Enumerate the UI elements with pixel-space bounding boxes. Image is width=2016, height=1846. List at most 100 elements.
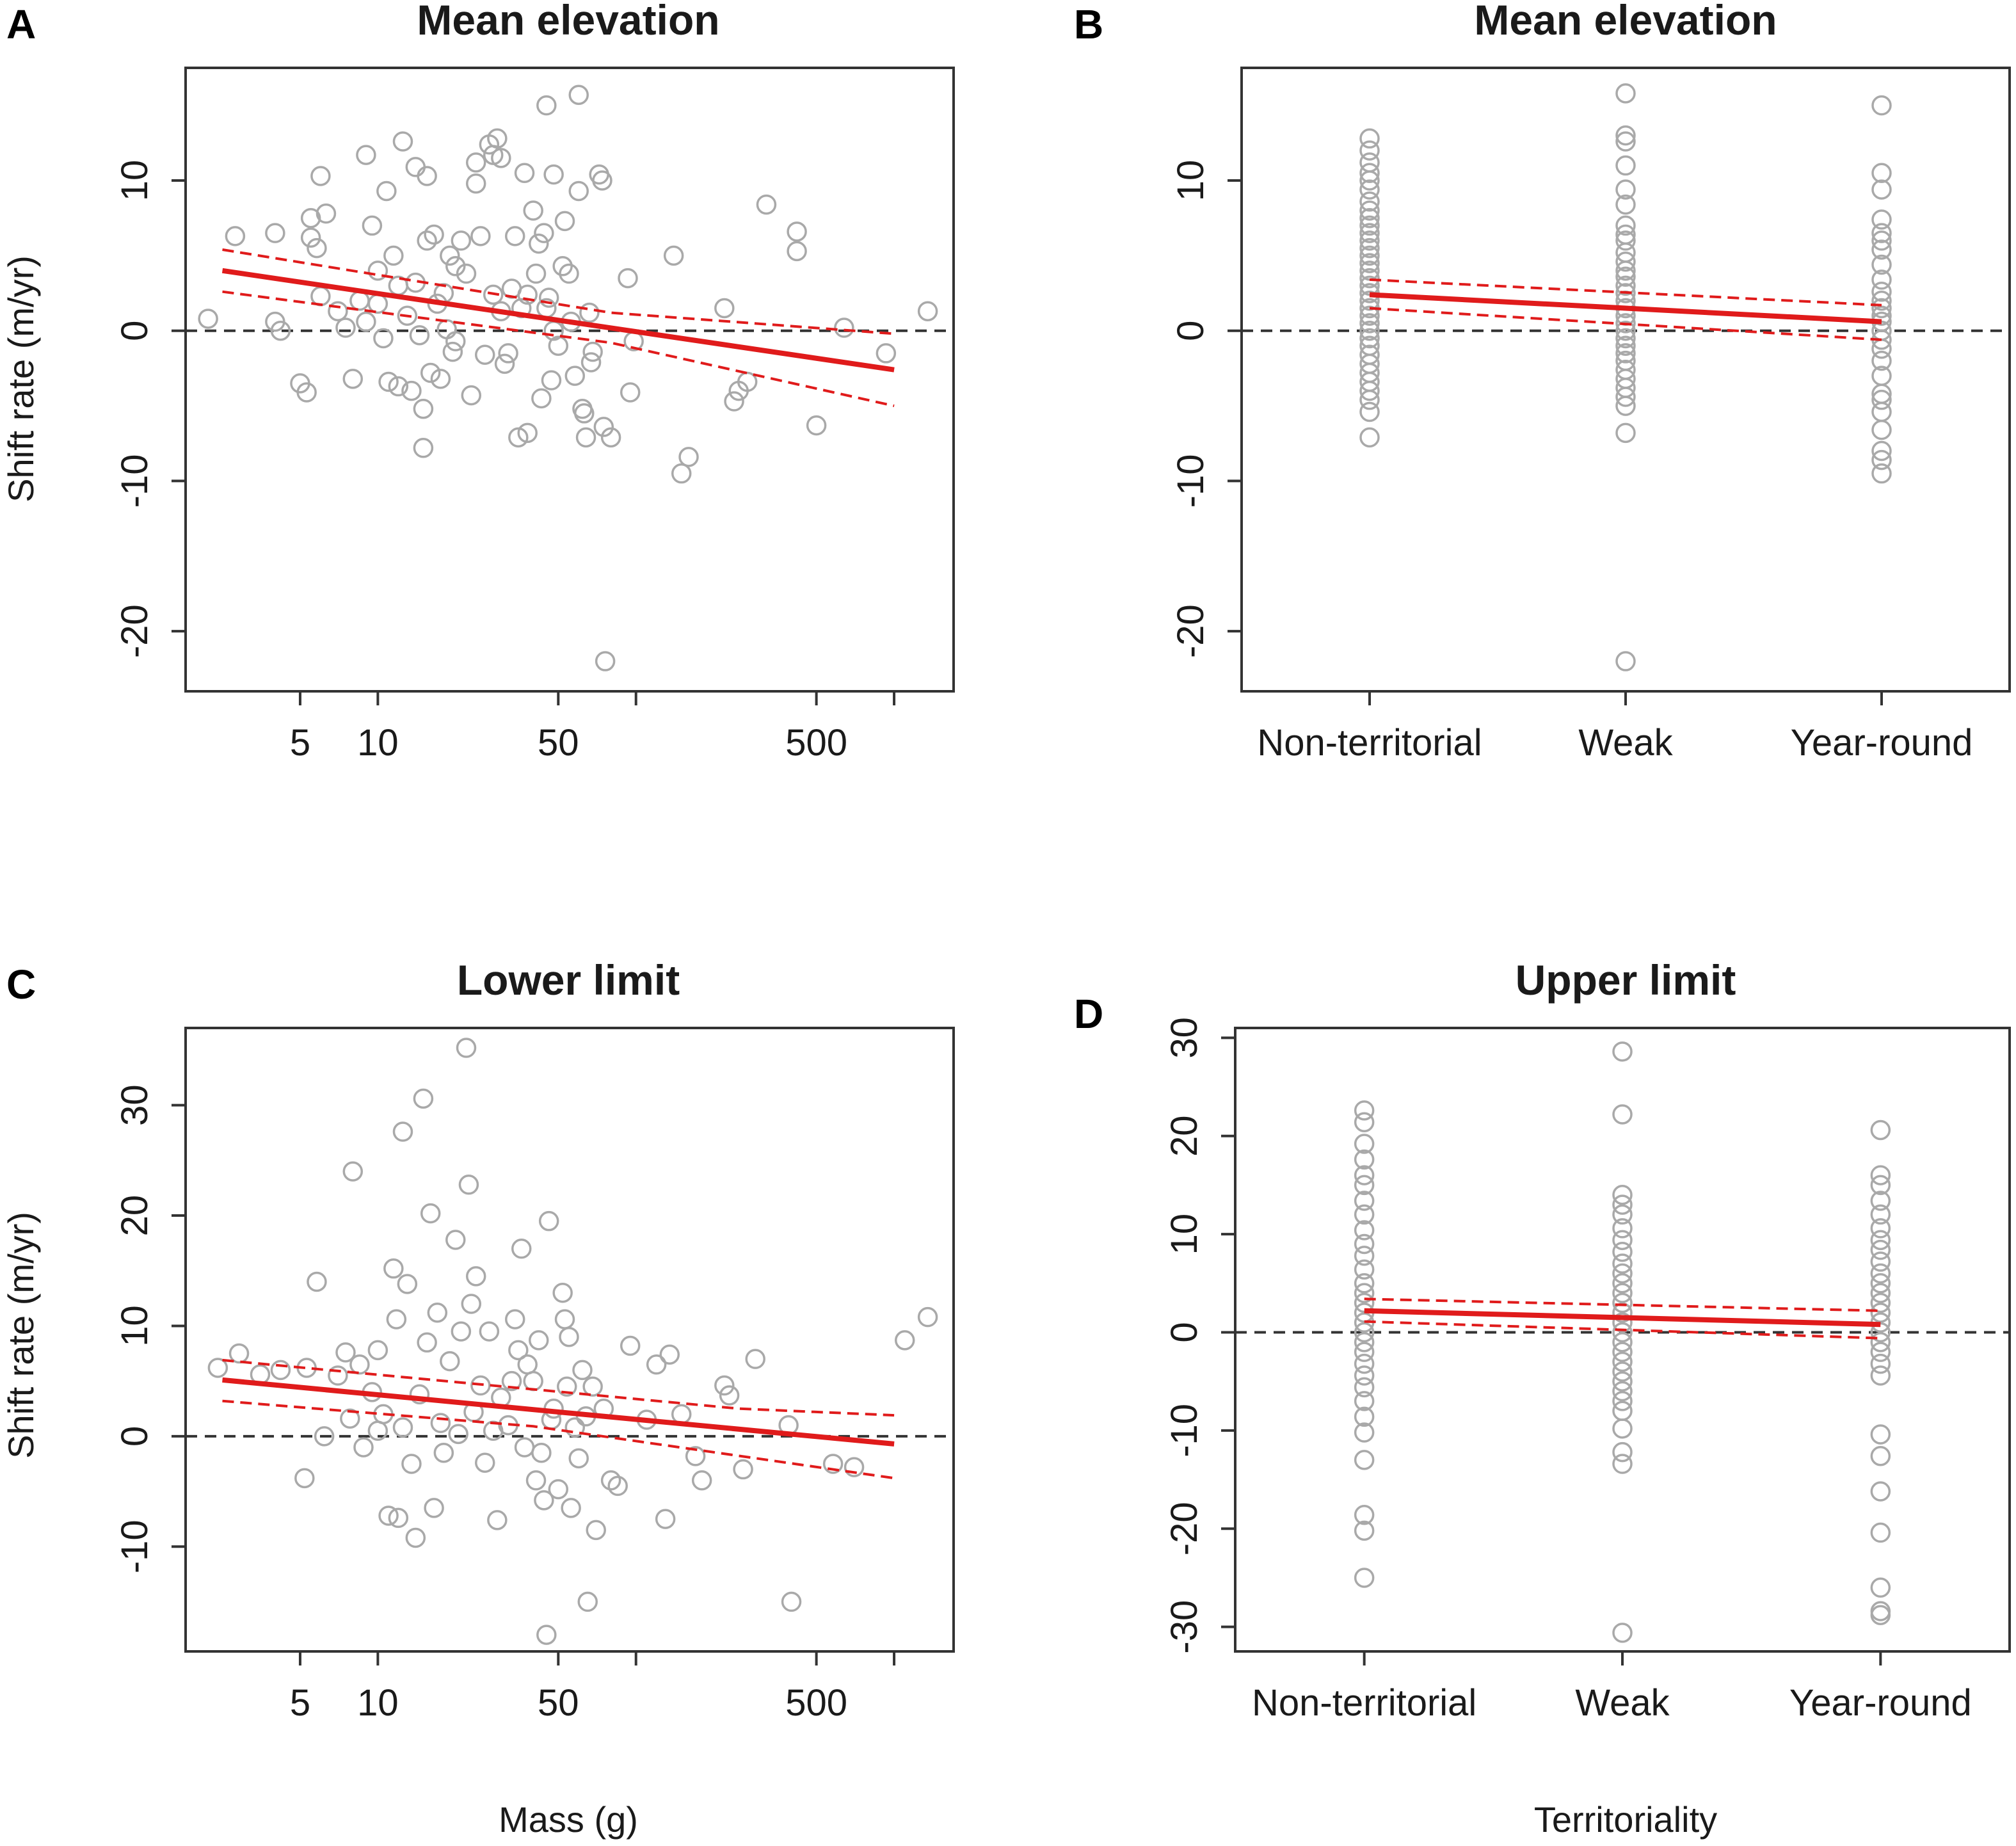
panel-b-point-weak <box>1615 83 1636 104</box>
panel-b-point-year-round <box>1871 449 1892 470</box>
panel-b-point-weak <box>1615 155 1636 176</box>
panel-b-point-non-territorial <box>1359 275 1380 296</box>
panel-b-point-year-round <box>1871 179 1892 200</box>
panel-c-point <box>207 1358 228 1378</box>
panel-a-point <box>559 263 579 284</box>
panel-c-point <box>552 1282 573 1303</box>
panel-a-point <box>378 371 399 392</box>
panel-d-point-non-territorial <box>1354 1391 1375 1411</box>
panel-b-point-non-territorial <box>1359 268 1380 289</box>
panel-a-point <box>445 256 466 277</box>
panel-c-point <box>386 1309 407 1329</box>
panel-a-plot-box <box>184 67 955 693</box>
panel-a-point <box>307 237 327 259</box>
panel-d-point-weak <box>1612 1263 1633 1284</box>
panel-c-point <box>534 1490 554 1511</box>
panel-c-point <box>733 1459 753 1480</box>
panel-d-title: Upper limit <box>1516 956 1736 1004</box>
panel-a-point <box>531 388 552 409</box>
panel-d-point-non-territorial <box>1354 1342 1375 1362</box>
panel-b-point-year-round <box>1871 419 1892 440</box>
panel-c-marks: -10 0 10 20 30 5 10 50 500 <box>114 1038 954 1724</box>
panel-c-point <box>685 1446 706 1466</box>
panel-b-point-year-round <box>1871 95 1892 116</box>
panel-a-point <box>270 320 291 341</box>
panel-d-point-non-territorial <box>1354 1450 1375 1470</box>
panel-b-point-weak <box>1615 651 1636 671</box>
panel-c-point <box>536 1625 557 1645</box>
panel-c-title: Lower limit <box>457 956 680 1004</box>
panel-d-xlabel: Territoriality <box>1534 1799 1717 1840</box>
panel-c-point <box>440 1351 460 1372</box>
panel-a-point <box>296 382 317 403</box>
panel-b-point-non-territorial <box>1359 328 1380 349</box>
panel-b-point-weak <box>1615 328 1636 349</box>
panel-b-point-non-territorial <box>1359 230 1380 251</box>
panel-a-point <box>300 207 321 229</box>
panel-a-point <box>714 298 735 319</box>
panel-a-point <box>543 164 564 185</box>
panel-b-ytick-label: -10 <box>1170 454 1212 508</box>
panel-d-point-weak <box>1612 1342 1633 1362</box>
panel-c-point <box>228 1343 250 1364</box>
panel-a-ytick-label: -20 <box>114 604 156 658</box>
panel-c-point <box>388 1507 409 1529</box>
panel-d-point-year-round <box>1870 1424 1891 1445</box>
panel-a-xtick-label: 50 <box>538 722 579 764</box>
panel-d-point-weak <box>1612 1351 1633 1372</box>
panel-c-point <box>719 1385 740 1406</box>
panel-a-point <box>342 369 364 389</box>
panel-d-point-weak <box>1612 1332 1633 1352</box>
panel-a-point <box>310 285 331 307</box>
panel-b-point-non-territorial <box>1359 223 1380 243</box>
panel-a-point <box>724 391 744 412</box>
panel-a-point <box>582 341 603 362</box>
panel-a-point <box>445 331 466 351</box>
panel-a-marks: -20 -10 0 10 5 10 50 500 <box>114 84 954 764</box>
panel-a-point <box>671 463 692 484</box>
panel-a-point <box>356 311 376 332</box>
panel-d-point-year-round <box>1870 1204 1891 1225</box>
panel-c-point <box>538 1210 559 1232</box>
panel-a-point <box>487 128 508 149</box>
panel-a-point <box>600 427 621 448</box>
panel-c-point <box>417 1332 437 1353</box>
panel-d-ci-lower <box>1364 1320 1881 1340</box>
panel-c-point <box>487 1510 508 1530</box>
panel-d-ytick-label: 20 <box>1164 1115 1205 1157</box>
panel-d-point-year-round <box>1870 1263 1891 1284</box>
panel-b-letter: B <box>1074 1 1103 47</box>
panel-c-point <box>430 1413 451 1433</box>
panel-a-point <box>349 291 370 311</box>
panel-a-point <box>328 301 348 321</box>
panel-c-point <box>781 1591 802 1612</box>
panel-d-point-non-territorial <box>1354 1332 1375 1352</box>
panel-a-point <box>413 399 434 419</box>
panel-a-point <box>376 181 397 202</box>
panel-a-point <box>580 352 602 373</box>
panel-b-fit-line <box>1369 292 1882 325</box>
panel-d-point-year-round <box>1870 1605 1891 1625</box>
panel-a-point <box>475 344 495 365</box>
panel-b-point-weak <box>1615 261 1636 281</box>
panel-a-point <box>529 233 549 254</box>
panel-b-point-weak <box>1615 283 1636 303</box>
panel-d-point-year-round <box>1870 1165 1891 1185</box>
panel-d-point-non-territorial <box>1354 1191 1375 1211</box>
panel-b-point-year-round <box>1871 350 1892 371</box>
panel-b-point-non-territorial <box>1359 380 1380 401</box>
panel-c-letter: C <box>6 961 36 1007</box>
panel-c-ytick-label: 0 <box>114 1426 156 1447</box>
panel-d-point-year-round <box>1870 1601 1891 1621</box>
panel-b-ytick-label: 0 <box>1170 321 1212 341</box>
panel-c-ytick-label: 30 <box>114 1084 156 1126</box>
panel-b-point-non-territorial <box>1359 215 1380 236</box>
panel-c-point <box>529 1330 549 1351</box>
panel-d-point-weak <box>1612 1194 1633 1215</box>
panel-d-point-year-round <box>1870 1342 1891 1362</box>
panel-d-point-non-territorial <box>1354 1283 1375 1303</box>
panel-d-point-non-territorial <box>1354 1233 1375 1255</box>
panel-c-point <box>392 1121 413 1142</box>
panel-b-point-non-territorial <box>1359 207 1380 229</box>
